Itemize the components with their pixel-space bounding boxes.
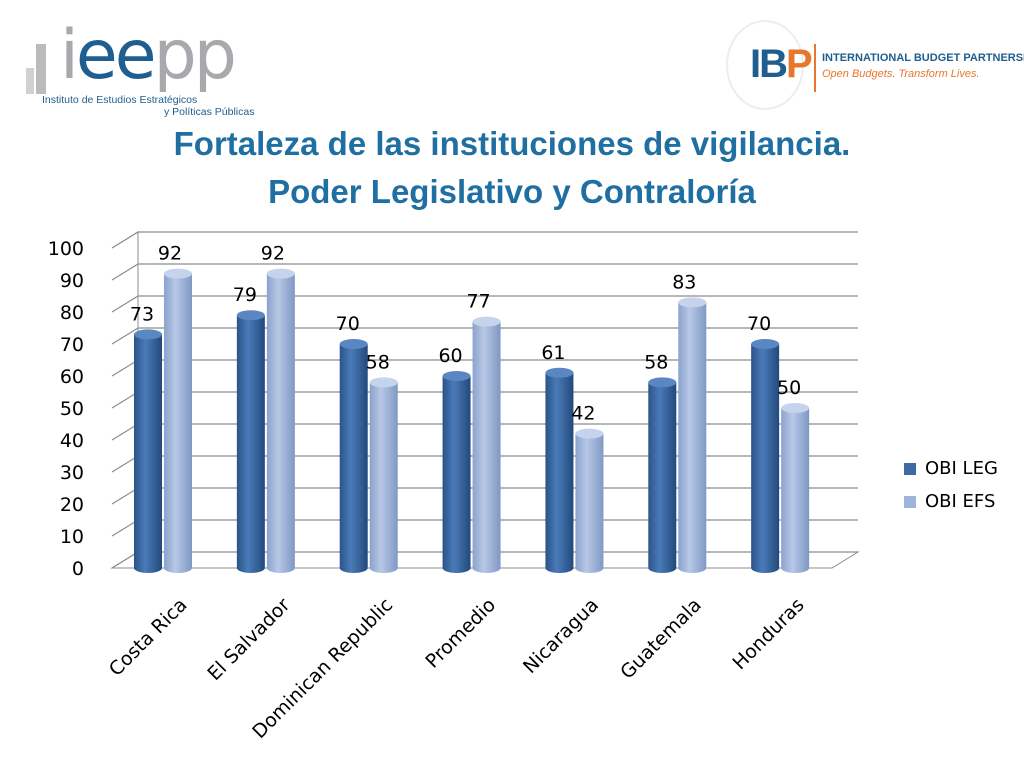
x-tick-label: El Salvador [203,594,294,685]
bar-top [266,268,295,279]
data-label: 50 [777,377,801,399]
data-label: 61 [541,342,565,364]
bar-top [472,316,501,327]
ibp-logo: IBP INTERNATIONAL BUDGET PARTNERSHIP Ope… [722,18,1024,112]
bar-top [442,371,471,381]
chart-title-line2: Poder Legislativo y Contraloría [268,173,756,210]
bar-top [648,377,677,388]
bar-top [134,329,162,340]
bar-obi-efs [369,382,398,573]
legend-item-leg: OBI LEG [904,458,998,479]
chart-title-line1: Fortaleza de las instituciones de vigila… [173,125,851,162]
gridline [111,263,858,281]
data-label: 73 [130,303,154,325]
bar-obi-efs [266,273,295,573]
data-label: 77 [466,291,490,313]
data-label: 83 [672,271,696,293]
bar-top [781,403,810,413]
bar-top [164,268,192,279]
data-label: 70 [747,313,771,335]
ibp-logo-name: INTERNATIONAL BUDGET PARTNERSHIP [822,52,1024,64]
data-label: 79 [233,284,257,306]
legend-swatch-efs [904,495,916,508]
data-label: 58 [644,351,668,373]
y-tick-label: 60 [60,366,84,388]
ibp-logo-ring [726,20,804,110]
ieepp-logo-bar [36,44,46,94]
data-label: 42 [571,403,595,425]
data-label: 58 [366,351,390,373]
bar-top [678,297,707,308]
x-tick-label: Guatemala [616,594,706,684]
bar-obi-leg [648,382,677,573]
data-label: 92 [261,243,285,265]
legend-label-efs: OBI EFS [925,491,996,512]
ieepp-logo-line2: y Políticas Públicas [164,106,255,118]
bar-obi-efs [472,321,501,573]
bar-obi-leg [545,372,574,573]
bar-top [339,339,368,349]
bar-obi-leg [236,315,265,573]
ibp-logo-divider [814,44,816,92]
y-tick-label: 10 [60,526,84,548]
y-tick-label: 100 [48,238,84,260]
y-tick-label: 20 [60,494,84,516]
y-tick-label: 70 [60,334,84,356]
x-tick-label: Nicaragua [519,594,603,678]
data-label: 70 [336,313,360,335]
ieepp-logo-wordmark: ieepp [60,16,237,95]
x-tick-label: Honduras [728,594,808,674]
y-tick-label: 80 [60,302,84,324]
legend-swatch-leg [904,462,916,475]
bar-top [545,367,574,378]
ieepp-logo: ieepp Instituto de Estudios Estratégicos… [22,14,272,118]
data-label: 92 [158,243,182,265]
bar-top [751,339,780,349]
ieepp-logo-bar-small [26,68,34,94]
y-tick-label: 30 [60,462,84,484]
bar-obi-leg [339,344,368,573]
bar-obi-efs [575,433,604,573]
bar-obi-efs [781,408,810,573]
bar-top [575,428,604,439]
x-tick-label: Costa Rica [105,594,192,681]
bar-obi-efs [164,273,192,573]
y-tick-label: 0 [72,558,84,580]
y-tick-label: 40 [60,430,84,452]
legend-item-efs: OBI EFS [904,491,998,512]
ibp-logo-tagline: Open Budgets. Transform Lives. [822,68,980,80]
bar-top [369,377,398,388]
gridline [111,295,858,313]
ibp-logo-mark: IBP [750,42,813,86]
bar-obi-leg [442,376,471,573]
bar-obi-leg [134,334,162,573]
bar-obi-efs [678,302,707,573]
legend-label-leg: OBI LEG [925,458,998,479]
bar-top [236,310,265,321]
ieepp-logo-line1: Instituto de Estudios Estratégicos [42,94,198,106]
gridline [111,231,858,249]
x-tick-label: Promedio [421,594,500,673]
y-tick-label: 50 [60,398,84,420]
bar-obi-leg [751,344,780,573]
data-label: 60 [438,345,462,367]
y-tick-label: 90 [60,270,84,292]
gridline [111,327,858,345]
chart-legend: OBI LEG OBI EFS [904,458,998,524]
